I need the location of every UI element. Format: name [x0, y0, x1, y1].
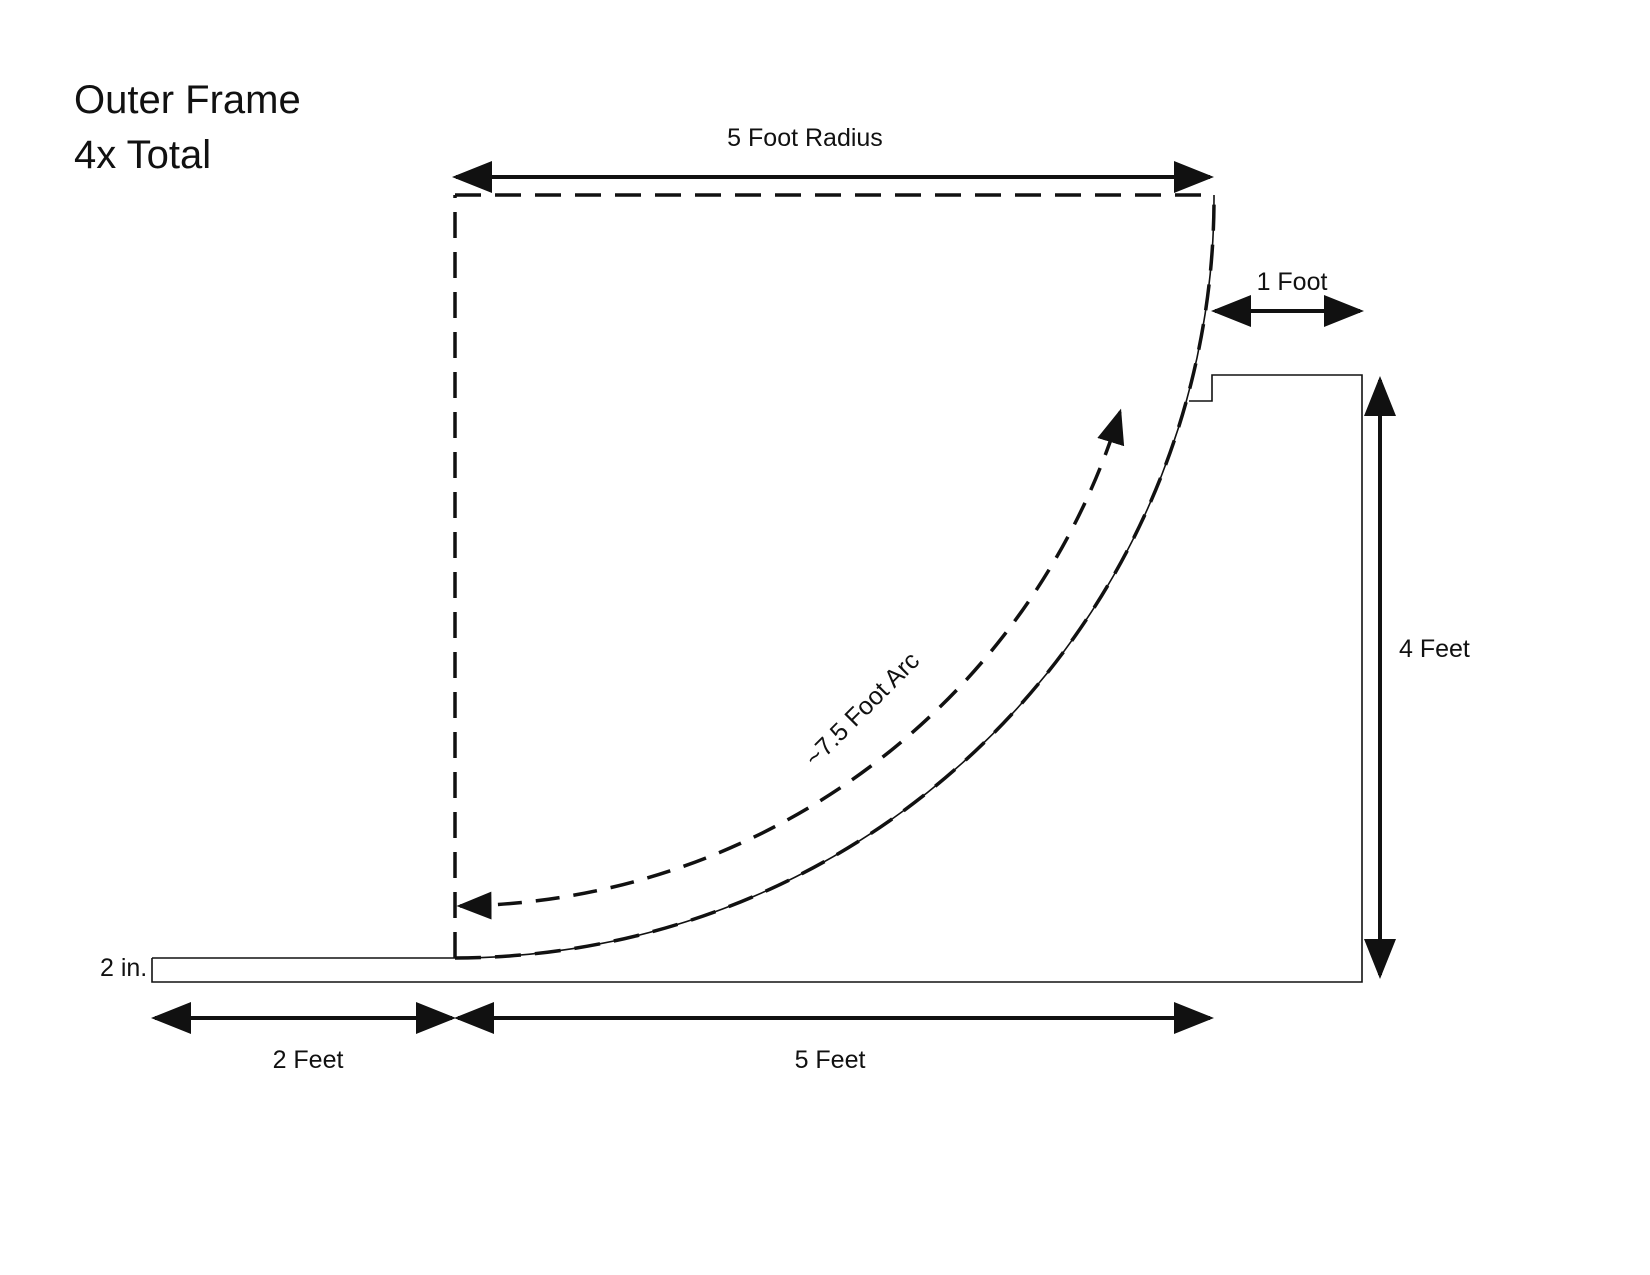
arc-label: ~7.5 Foot Arc	[800, 647, 925, 772]
left-span-label: 2 Feet	[273, 1046, 344, 1074]
base-board	[151, 374, 1363, 983]
thickness-label: 2 in.	[100, 954, 147, 982]
foot-gap-label: 1 Foot	[1257, 268, 1328, 296]
curved-edge	[454, 194, 1215, 959]
radius-label: 5 Foot Radius	[727, 124, 883, 152]
frame-outline	[151, 194, 1363, 983]
arc-arrow	[456, 408, 1125, 920]
main-span-label: 5 Feet	[795, 1046, 866, 1074]
title-line-2: 4x Total	[74, 133, 212, 177]
dimension-arrows	[151, 161, 1396, 1034]
dashed-cut-profile	[453, 193, 1216, 960]
height-label: 4 Feet	[1399, 635, 1470, 663]
title-line-1: Outer Frame	[74, 78, 301, 122]
dashed-curve	[454, 194, 1216, 960]
